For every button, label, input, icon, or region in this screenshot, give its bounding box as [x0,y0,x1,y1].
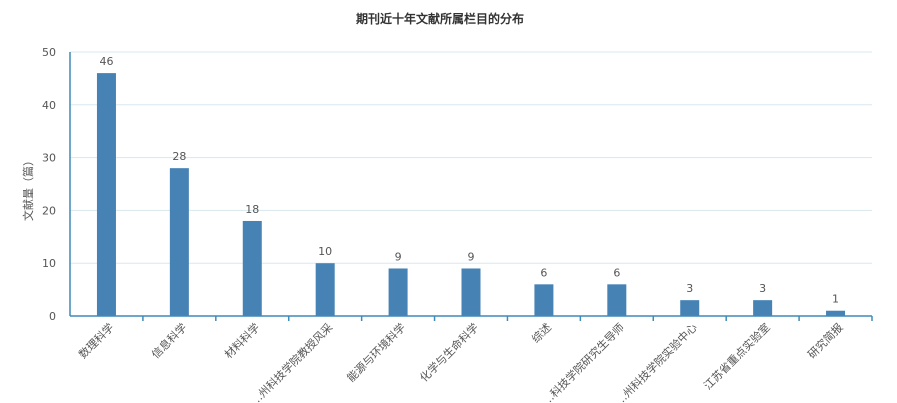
category-label: 材料科学 [221,320,262,361]
bar[interactable] [388,268,408,316]
category-label: 能源与环境科学 [344,320,408,384]
data-label: 18 [245,203,259,216]
category-label: 综述 [529,320,554,345]
category-label: 信息科学 [148,320,189,361]
category-label: 化学与生命科学 [417,320,481,384]
bar[interactable] [826,310,846,316]
data-label: 28 [172,150,186,163]
data-label: 46 [99,55,113,68]
y-tick-label: 40 [42,99,56,112]
category-label: …科技学院研究生导师 [539,320,627,403]
data-label: 10 [318,245,332,258]
category-label: …州科技学院教授风采 [248,320,336,403]
bar[interactable] [315,263,335,316]
category-label: 数理科学 [76,320,117,361]
bar[interactable] [242,220,262,316]
bar[interactable] [461,268,481,316]
data-label: 6 [613,266,620,279]
y-tick-label: 0 [49,310,56,323]
y-tick-label: 30 [42,152,56,165]
data-label: 3 [686,282,693,295]
data-label: 9 [468,250,475,263]
bar[interactable] [753,300,773,316]
bar[interactable] [680,300,700,316]
data-label: 9 [395,250,402,263]
chart-title: 期刊近十年文献所属栏目的分布 [356,11,524,26]
data-label: 1 [832,293,839,306]
y-axis-label: 文献量（篇） [21,155,35,221]
bar[interactable] [96,73,116,317]
bar[interactable] [534,284,554,316]
bar[interactable] [169,168,189,316]
category-label: 江苏省重点实验室 [701,320,773,392]
y-tick-label: 10 [42,257,56,270]
y-tick-label: 50 [42,46,56,59]
category-label: …州科技学院实验中心 [612,320,700,403]
data-label: 3 [759,282,766,295]
data-label: 6 [540,266,547,279]
bar[interactable] [607,284,627,316]
category-label: 研究简报 [805,320,846,361]
y-tick-label: 20 [42,204,56,217]
